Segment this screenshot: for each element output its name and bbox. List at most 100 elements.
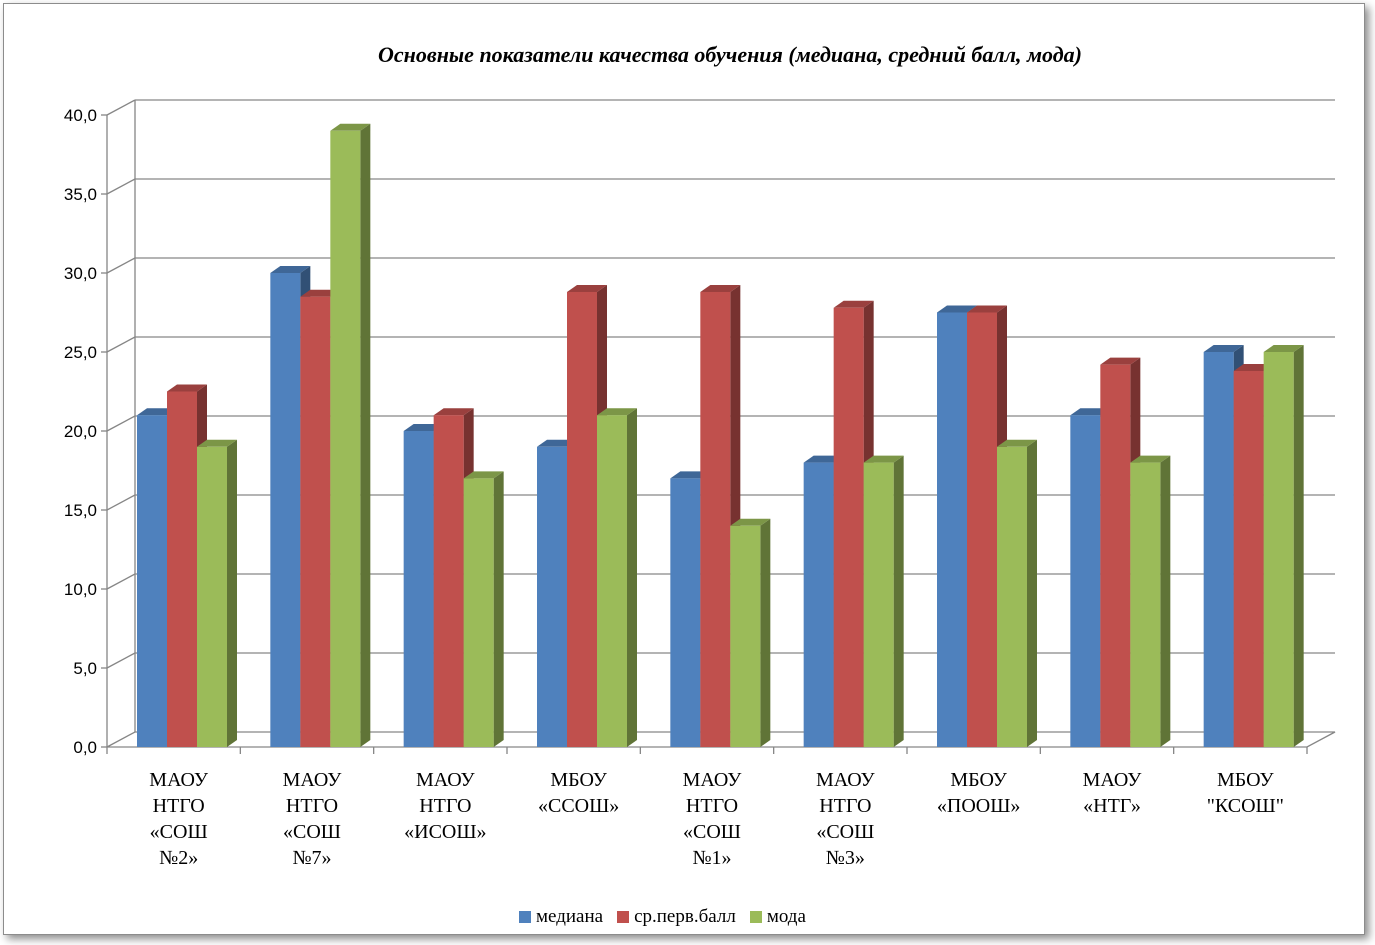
bar-side — [493, 471, 504, 747]
x-tick-label: «СОШ — [150, 821, 208, 843]
bar-top — [863, 455, 904, 463]
bar-front — [1233, 370, 1264, 747]
bar-front — [833, 307, 864, 747]
legend-item: ср.перв.балл — [617, 906, 736, 928]
bar-front — [197, 446, 227, 747]
x-tick-label: «ПООШ» — [937, 795, 1021, 817]
gridline-depth — [106, 415, 136, 432]
bar-front — [567, 291, 597, 747]
bar-мода-4 — [730, 518, 771, 747]
bar-top — [197, 439, 237, 447]
x-tick-label: «СОШ — [683, 821, 741, 843]
x-tick-label: №7» — [292, 847, 331, 869]
gridline-depth — [106, 336, 136, 353]
bar-top — [967, 305, 1007, 313]
bar-side — [627, 408, 637, 747]
x-tick-label: «СОШ — [283, 821, 341, 843]
y-tick-label: 15,0 — [64, 501, 97, 520]
bar-top — [433, 408, 474, 416]
legend-item: мода — [749, 906, 806, 928]
bar-front — [137, 415, 167, 747]
bar-top — [463, 471, 504, 479]
bar-top — [330, 123, 371, 131]
gridline-depth — [106, 494, 136, 511]
legend-swatch — [617, 911, 630, 923]
bar-front — [597, 415, 627, 747]
bar-side — [360, 123, 371, 748]
bar-top — [167, 384, 207, 392]
x-tick-label: МАОУ — [683, 769, 743, 791]
x-tick-label: НТГО — [153, 795, 205, 817]
x-tick-label: «ССОШ» — [538, 795, 619, 817]
bar-мода-6 — [997, 439, 1037, 747]
bar-мода-0 — [197, 439, 237, 747]
bar-front — [463, 478, 494, 747]
y-tick-label: 30,0 — [64, 264, 97, 283]
y-tick-label: 0,0 — [73, 738, 97, 757]
y-tick-label: 5,0 — [73, 659, 97, 678]
legend-label: мода — [766, 906, 806, 927]
bar-top — [597, 408, 637, 416]
x-tick-label: МАОУ — [416, 769, 476, 791]
bar-мода-3 — [597, 408, 637, 747]
bar-front — [537, 446, 567, 747]
x-tick-label: №2» — [159, 847, 198, 869]
gridline-depth — [106, 257, 136, 274]
x-tick-label: «ИСОШ» — [404, 821, 486, 843]
bar-top — [937, 305, 977, 313]
bar-мода-1 — [330, 123, 371, 748]
x-tick-label: №3» — [826, 847, 865, 869]
bar-side — [1160, 455, 1171, 747]
bar-side — [1293, 345, 1304, 747]
bar-top — [997, 439, 1037, 447]
bar-мода-2 — [463, 471, 504, 747]
chart-title: Основные показатели качества обучения (м… — [378, 42, 1082, 67]
bar-мода-7 — [1130, 455, 1171, 747]
axis-labels: 0,0 5,0 10,0 15,0 20,0 25,0 30,0 35,0 40,0 МАОУ НТ… — [64, 106, 1284, 869]
legend: медиана ср.перв.балл мода — [519, 906, 820, 928]
bar-front — [1070, 415, 1101, 747]
bar-top — [730, 518, 771, 526]
bar-top — [1130, 455, 1171, 463]
gridline-depth — [106, 652, 136, 669]
bar-front — [330, 130, 361, 748]
bar-front — [433, 415, 464, 747]
gridline-depth — [106, 99, 136, 116]
x-tick-label: МБОУ — [550, 769, 607, 791]
x-tick-label: НТГО — [286, 795, 338, 817]
bar-front — [863, 462, 894, 747]
bar-front — [1100, 364, 1131, 747]
y-tick-label: 20,0 — [64, 422, 97, 441]
bar-мода-5 — [863, 455, 904, 747]
axes — [101, 100, 1308, 754]
bar-top — [1203, 345, 1244, 352]
y-tick-label: 35,0 — [64, 185, 97, 204]
x-tick-label: №1» — [692, 847, 731, 869]
legend-label: ср.перв.балл — [634, 906, 736, 927]
gridline-depth — [106, 178, 136, 195]
legend-swatch — [749, 911, 762, 923]
bar-front — [300, 296, 331, 747]
bar-top — [1100, 357, 1141, 365]
x-tick-label: "КСОШ" — [1207, 795, 1284, 817]
y-tick-label: 10,0 — [64, 580, 97, 599]
x-tick-label: МАОУ — [816, 769, 876, 791]
bar-front — [937, 312, 967, 747]
bar-front — [1263, 352, 1294, 747]
bar-front — [270, 273, 301, 747]
bar-side — [1027, 439, 1037, 747]
x-tick-label: «НТГ» — [1083, 795, 1141, 817]
bar-top — [833, 300, 874, 308]
y-tick-label: 40,0 — [64, 106, 97, 125]
bar-front — [700, 291, 731, 747]
x-tick-label: НТГО — [819, 795, 871, 817]
x-tick-label: МАОУ — [1083, 769, 1143, 791]
x-tick-label: НТГО — [686, 795, 738, 817]
bar-front — [997, 446, 1027, 747]
bar-side — [760, 518, 771, 747]
bar-front — [967, 312, 997, 747]
bar-top — [1263, 345, 1304, 352]
bar-front — [670, 478, 701, 747]
x-tick-label: МАОУ — [149, 769, 209, 791]
legend-item: медиана — [519, 906, 603, 928]
